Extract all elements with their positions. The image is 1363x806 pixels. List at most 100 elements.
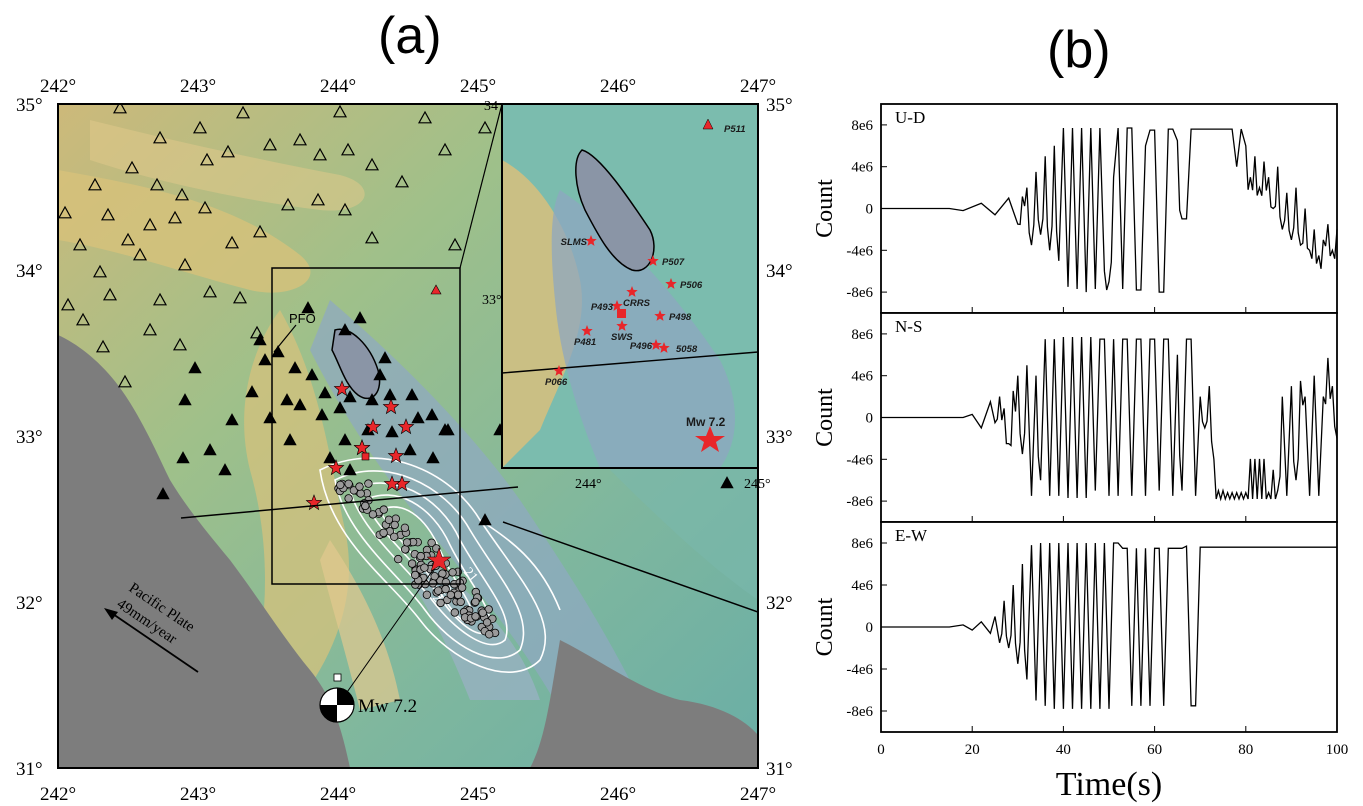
y-axis-label: Count (812, 597, 838, 656)
station-open-triangle (312, 147, 328, 161)
station-filled-triangle (318, 386, 332, 399)
station-open-triangle (149, 177, 165, 191)
station-open-triangle (95, 339, 111, 353)
inset-sws-marker (617, 309, 626, 318)
panel-a-label: (a) (378, 7, 442, 65)
aftershock-point (456, 597, 465, 607)
station-open-triangle (199, 152, 215, 166)
component-label: E-W (895, 526, 928, 545)
station-open-triangle (192, 120, 208, 134)
station-open-triangle (100, 207, 116, 221)
aftershock-point (390, 532, 399, 541)
station-filled-triangle (258, 353, 272, 366)
station-filled-triangles (156, 284, 734, 526)
inset-connector-lower (502, 521, 758, 613)
aftershock-point (478, 608, 487, 617)
station-open-triangle (292, 132, 308, 146)
station-filled-triangle (323, 451, 337, 464)
aftershock-point (402, 538, 412, 547)
x-tick-label: 20 (965, 742, 980, 758)
station-open-triangle (152, 292, 168, 306)
station-red-star (382, 398, 400, 415)
aftershock-point (394, 554, 403, 564)
station-filled-triangle (218, 463, 232, 476)
station-filled-triangle (301, 301, 315, 314)
pfo-pointer (273, 324, 297, 353)
inset-station-star (553, 365, 565, 376)
lon-tick-bottom: 245° (460, 784, 496, 805)
lat-tick-left: 32° (16, 593, 43, 614)
map-lon-ticks-top: 242° 243° 244° 245° 246° 247° (40, 76, 776, 97)
panel-b-label: (b) (1047, 21, 1111, 79)
component-label: N-S (895, 317, 922, 336)
inset-station-label: P066 (545, 377, 568, 388)
station-filled-triangle (478, 513, 492, 526)
station-open-triangle (235, 105, 251, 119)
station-filled-triangle (203, 443, 217, 456)
station-open-triangles (58, 104, 493, 388)
station-open-triangle (132, 247, 148, 261)
station-open-triangle (394, 174, 410, 188)
station-red-star (327, 459, 345, 476)
inset-station-star (616, 320, 628, 331)
station-open-triangle (477, 120, 493, 134)
aftershock-point (356, 489, 365, 498)
station-filled-triangle (156, 487, 170, 500)
aftershock-point (485, 630, 494, 639)
y-tick-label: 0 (866, 202, 874, 218)
aftershock-point (401, 545, 410, 554)
lon-tick-top: 245° (460, 76, 496, 97)
aftershock-point (450, 608, 459, 617)
inset-station-label: CRRS (623, 298, 651, 309)
lat-tick-left: 31° (16, 759, 43, 780)
lat-tick-left: 35° (16, 95, 43, 116)
aftershock-point (390, 520, 399, 530)
lon-tick-bottom: 247° (740, 784, 776, 805)
map-lat-ticks-left: 35° 34° 33° 32° 31° (16, 95, 43, 780)
aftershock-point (355, 482, 364, 491)
y-tick-label: -4e6 (846, 243, 873, 259)
aftershock-point (441, 584, 450, 594)
station-filled-triangle (385, 425, 399, 438)
aftershock-point (379, 528, 388, 537)
station-filled-triangle (405, 388, 419, 401)
station-open-triangle (220, 144, 236, 158)
lon-tick-top: 247° (740, 76, 776, 97)
station-open-triangle (332, 104, 348, 118)
station-open-triangle (280, 197, 296, 211)
aftershock-point (446, 590, 455, 600)
station-open-triangle (340, 142, 356, 156)
map-lat-ticks-right: 35° 34° 33° 32° 31° (766, 95, 793, 780)
lat-tick-right: 32° (766, 593, 793, 614)
x-tick-label: 80 (1238, 742, 1253, 758)
y-tick-label: 8e6 (851, 327, 873, 343)
aftershock-point (364, 479, 373, 488)
aftershock-point (416, 551, 425, 561)
map-frame (57, 103, 759, 769)
inset-station-stars: P511 SLMS P507 P506 CRRS P493 P498 SWS P481 P496 5… (545, 124, 745, 388)
inset-station-star (581, 325, 593, 336)
inset-station-label: P506 (680, 280, 703, 291)
inset-station-star (650, 339, 662, 350)
station-filled-triangle (253, 333, 267, 346)
station-open-triangle (224, 235, 240, 249)
seismogram-trace (881, 336, 1338, 502)
profile-line (180, 486, 519, 519)
lon-tick-bottom: 246° (600, 784, 636, 805)
station-filled-triangle (353, 311, 367, 324)
mountain-range-peninsular (244, 310, 349, 700)
map-lon-ticks-bottom: 242° 243° 244° 245° 246° 247° (40, 784, 776, 805)
seismogram-trace (881, 542, 1337, 709)
station-filled-triangle (343, 390, 357, 403)
station-open-triangle (202, 284, 218, 298)
inset-salton-sea (575, 149, 655, 272)
salton-sea (331, 328, 381, 400)
y-tick-label: 8e6 (851, 118, 873, 134)
inset-connector-upper (459, 104, 503, 269)
mountain-range-northwest (58, 170, 311, 293)
station-filled-triangle (263, 411, 277, 424)
y-tick-label: 0 (866, 411, 874, 427)
pfo-label: PFO (289, 311, 316, 326)
station-open-triangle (58, 205, 73, 219)
